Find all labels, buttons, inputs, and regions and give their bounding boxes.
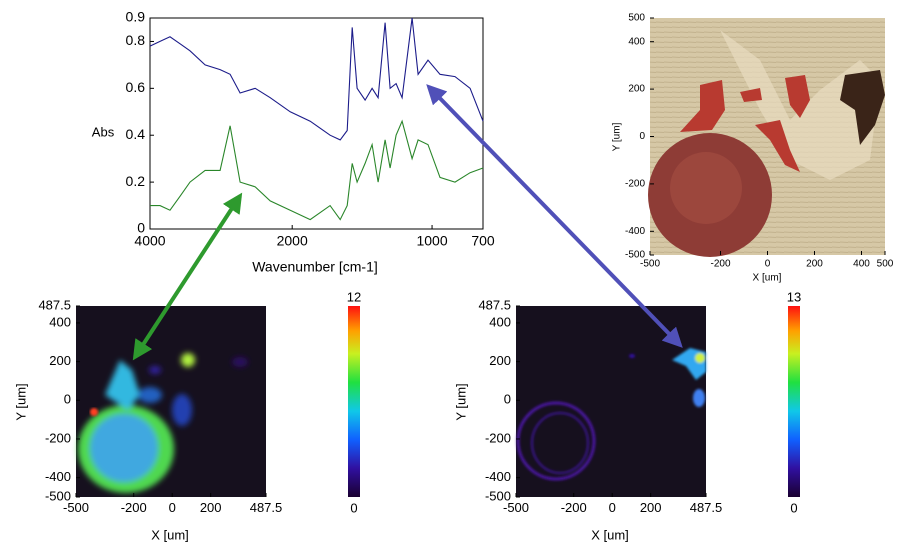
x-axis-label: Wavenumber [cm-1]: [252, 259, 378, 275]
x-tick-label: -200: [121, 500, 147, 515]
y-tick-label: -200: [625, 179, 645, 190]
colorbar: [788, 306, 800, 497]
y-tick-label: 200: [628, 84, 645, 95]
y-tick-label: 0.8: [126, 32, 146, 48]
x-tick-label: 0: [765, 259, 771, 270]
x-tick-label: 0: [169, 500, 176, 515]
y-tick-label: -400: [625, 226, 645, 237]
spectrum-line: [149, 17, 484, 141]
y-tick-label: 0.6: [126, 79, 146, 95]
arrow: [426, 84, 683, 348]
colorbar-tick-label: 13: [787, 289, 801, 304]
colorbar: [348, 306, 360, 497]
x-axis-label: X [um]: [151, 527, 189, 542]
x-tick-label: 200: [640, 500, 662, 515]
x-tick-label: 200: [200, 500, 222, 515]
x-tick-label: 200: [806, 259, 823, 270]
y-tick-label: 487.5: [478, 297, 511, 312]
x-tick-label: -200: [561, 500, 587, 515]
x-tick-label: 487.5: [690, 500, 723, 515]
x-tick-label: 0: [609, 500, 616, 515]
y-tick-label: -400: [45, 469, 71, 484]
y-tick-label: 0.9: [126, 9, 146, 25]
y-tick-label: -500: [485, 488, 511, 503]
y-axis-label: Abs: [92, 124, 115, 139]
colorbar-tick-label: 0: [350, 500, 357, 515]
x-tick-label: 1000: [416, 232, 447, 248]
plot-frame: [149, 17, 484, 230]
x-tick-label: 2000: [277, 232, 308, 248]
microscope-image: [648, 18, 885, 257]
x-tick-label: -500: [640, 259, 660, 270]
heatmap-image: [76, 306, 266, 497]
y-tick-label: 0.4: [126, 126, 146, 142]
arrow: [132, 192, 243, 361]
y-axis-label: Y [um]: [453, 383, 468, 420]
x-axis-label: X [um]: [591, 527, 629, 542]
y-tick-label: -500: [45, 488, 71, 503]
x-tick-label: 700: [471, 232, 495, 248]
y-tick-label: 400: [49, 314, 71, 329]
y-tick-label: -200: [485, 430, 511, 445]
y-tick-label: -500: [625, 250, 645, 261]
colorbar-tick-label: 0: [790, 500, 797, 515]
x-tick-label: -500: [63, 500, 89, 515]
y-tick-label: 400: [489, 314, 511, 329]
spectrum-line: [150, 119, 484, 221]
y-axis-label: Y [um]: [13, 383, 28, 420]
y-tick-label: 487.5: [38, 297, 71, 312]
y-tick-label: 0.2: [126, 173, 146, 189]
y-tick-label: 0: [137, 220, 145, 236]
y-tick-label: 500: [628, 13, 645, 24]
x-tick-label: 4000: [134, 232, 165, 248]
y-tick-label: -400: [485, 469, 511, 484]
x-tick-label: 400: [853, 259, 870, 270]
x-tick-label: -500: [503, 500, 529, 515]
y-tick-label: 200: [49, 353, 71, 368]
y-tick-label: 0: [64, 392, 71, 407]
y-tick-label: -200: [45, 430, 71, 445]
y-tick-label: 400: [628, 36, 645, 47]
y-tick-label: 200: [489, 353, 511, 368]
x-axis-label: X [um]: [753, 273, 782, 284]
x-tick-label: 487.5: [250, 500, 283, 515]
heatmap-image: [516, 306, 706, 497]
y-tick-label: 0: [639, 131, 645, 142]
colorbar-tick-label: 12: [347, 289, 361, 304]
y-tick-label: 0: [504, 392, 511, 407]
x-tick-label: -200: [710, 259, 730, 270]
x-tick-label: 500: [877, 259, 894, 270]
y-axis-label: Y [um]: [612, 122, 623, 151]
